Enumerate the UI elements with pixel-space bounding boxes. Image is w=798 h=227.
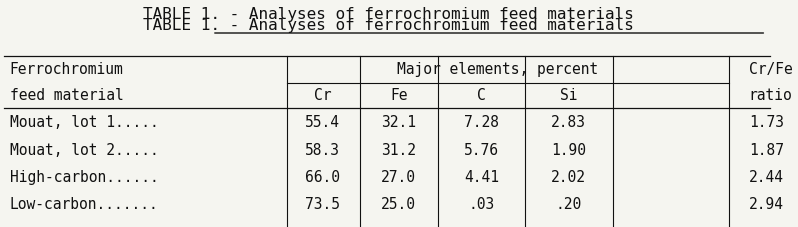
Text: .03: .03 <box>468 197 495 212</box>
Text: Major elements, percent: Major elements, percent <box>397 62 598 77</box>
Text: 25.0: 25.0 <box>381 197 417 212</box>
Text: Ferrochromium: Ferrochromium <box>10 62 124 77</box>
Text: TABLE 1. - Analyses of ferrochromium feed materials: TABLE 1. - Analyses of ferrochromium fee… <box>143 18 634 33</box>
Text: .20: .20 <box>555 197 582 212</box>
Text: 58.3: 58.3 <box>306 143 340 158</box>
Text: 1.73: 1.73 <box>749 115 784 130</box>
Text: Mouat, lot 1.....: Mouat, lot 1..... <box>10 115 159 130</box>
Text: 5.76: 5.76 <box>464 143 499 158</box>
Text: Mouat, lot 2.....: Mouat, lot 2..... <box>10 143 159 158</box>
Text: 73.5: 73.5 <box>306 197 340 212</box>
Text: 4.41: 4.41 <box>464 170 499 185</box>
Text: 1.87: 1.87 <box>749 143 784 158</box>
Text: 2.94: 2.94 <box>749 197 784 212</box>
Text: 27.0: 27.0 <box>381 170 417 185</box>
Text: C: C <box>477 88 486 103</box>
Text: 1.90: 1.90 <box>551 143 587 158</box>
Text: TABLE 1. - Analyses of ferrochromium feed materials: TABLE 1. - Analyses of ferrochromium fee… <box>143 7 634 22</box>
Text: Low-carbon.......: Low-carbon....... <box>10 197 159 212</box>
Text: 2.02: 2.02 <box>551 170 587 185</box>
Text: 32.1: 32.1 <box>381 115 417 130</box>
Text: 66.0: 66.0 <box>306 170 340 185</box>
Text: 55.4: 55.4 <box>306 115 340 130</box>
Text: 31.2: 31.2 <box>381 143 417 158</box>
Text: 7.28: 7.28 <box>464 115 499 130</box>
Text: Cr: Cr <box>314 88 332 103</box>
Text: High-carbon......: High-carbon...... <box>10 170 159 185</box>
Text: Si: Si <box>560 88 578 103</box>
Text: 2.83: 2.83 <box>551 115 587 130</box>
Text: Fe: Fe <box>390 88 408 103</box>
Text: Cr/Fe: Cr/Fe <box>749 62 792 77</box>
Text: feed material: feed material <box>10 88 124 103</box>
Text: ratio: ratio <box>749 88 792 103</box>
Text: 2.44: 2.44 <box>749 170 784 185</box>
